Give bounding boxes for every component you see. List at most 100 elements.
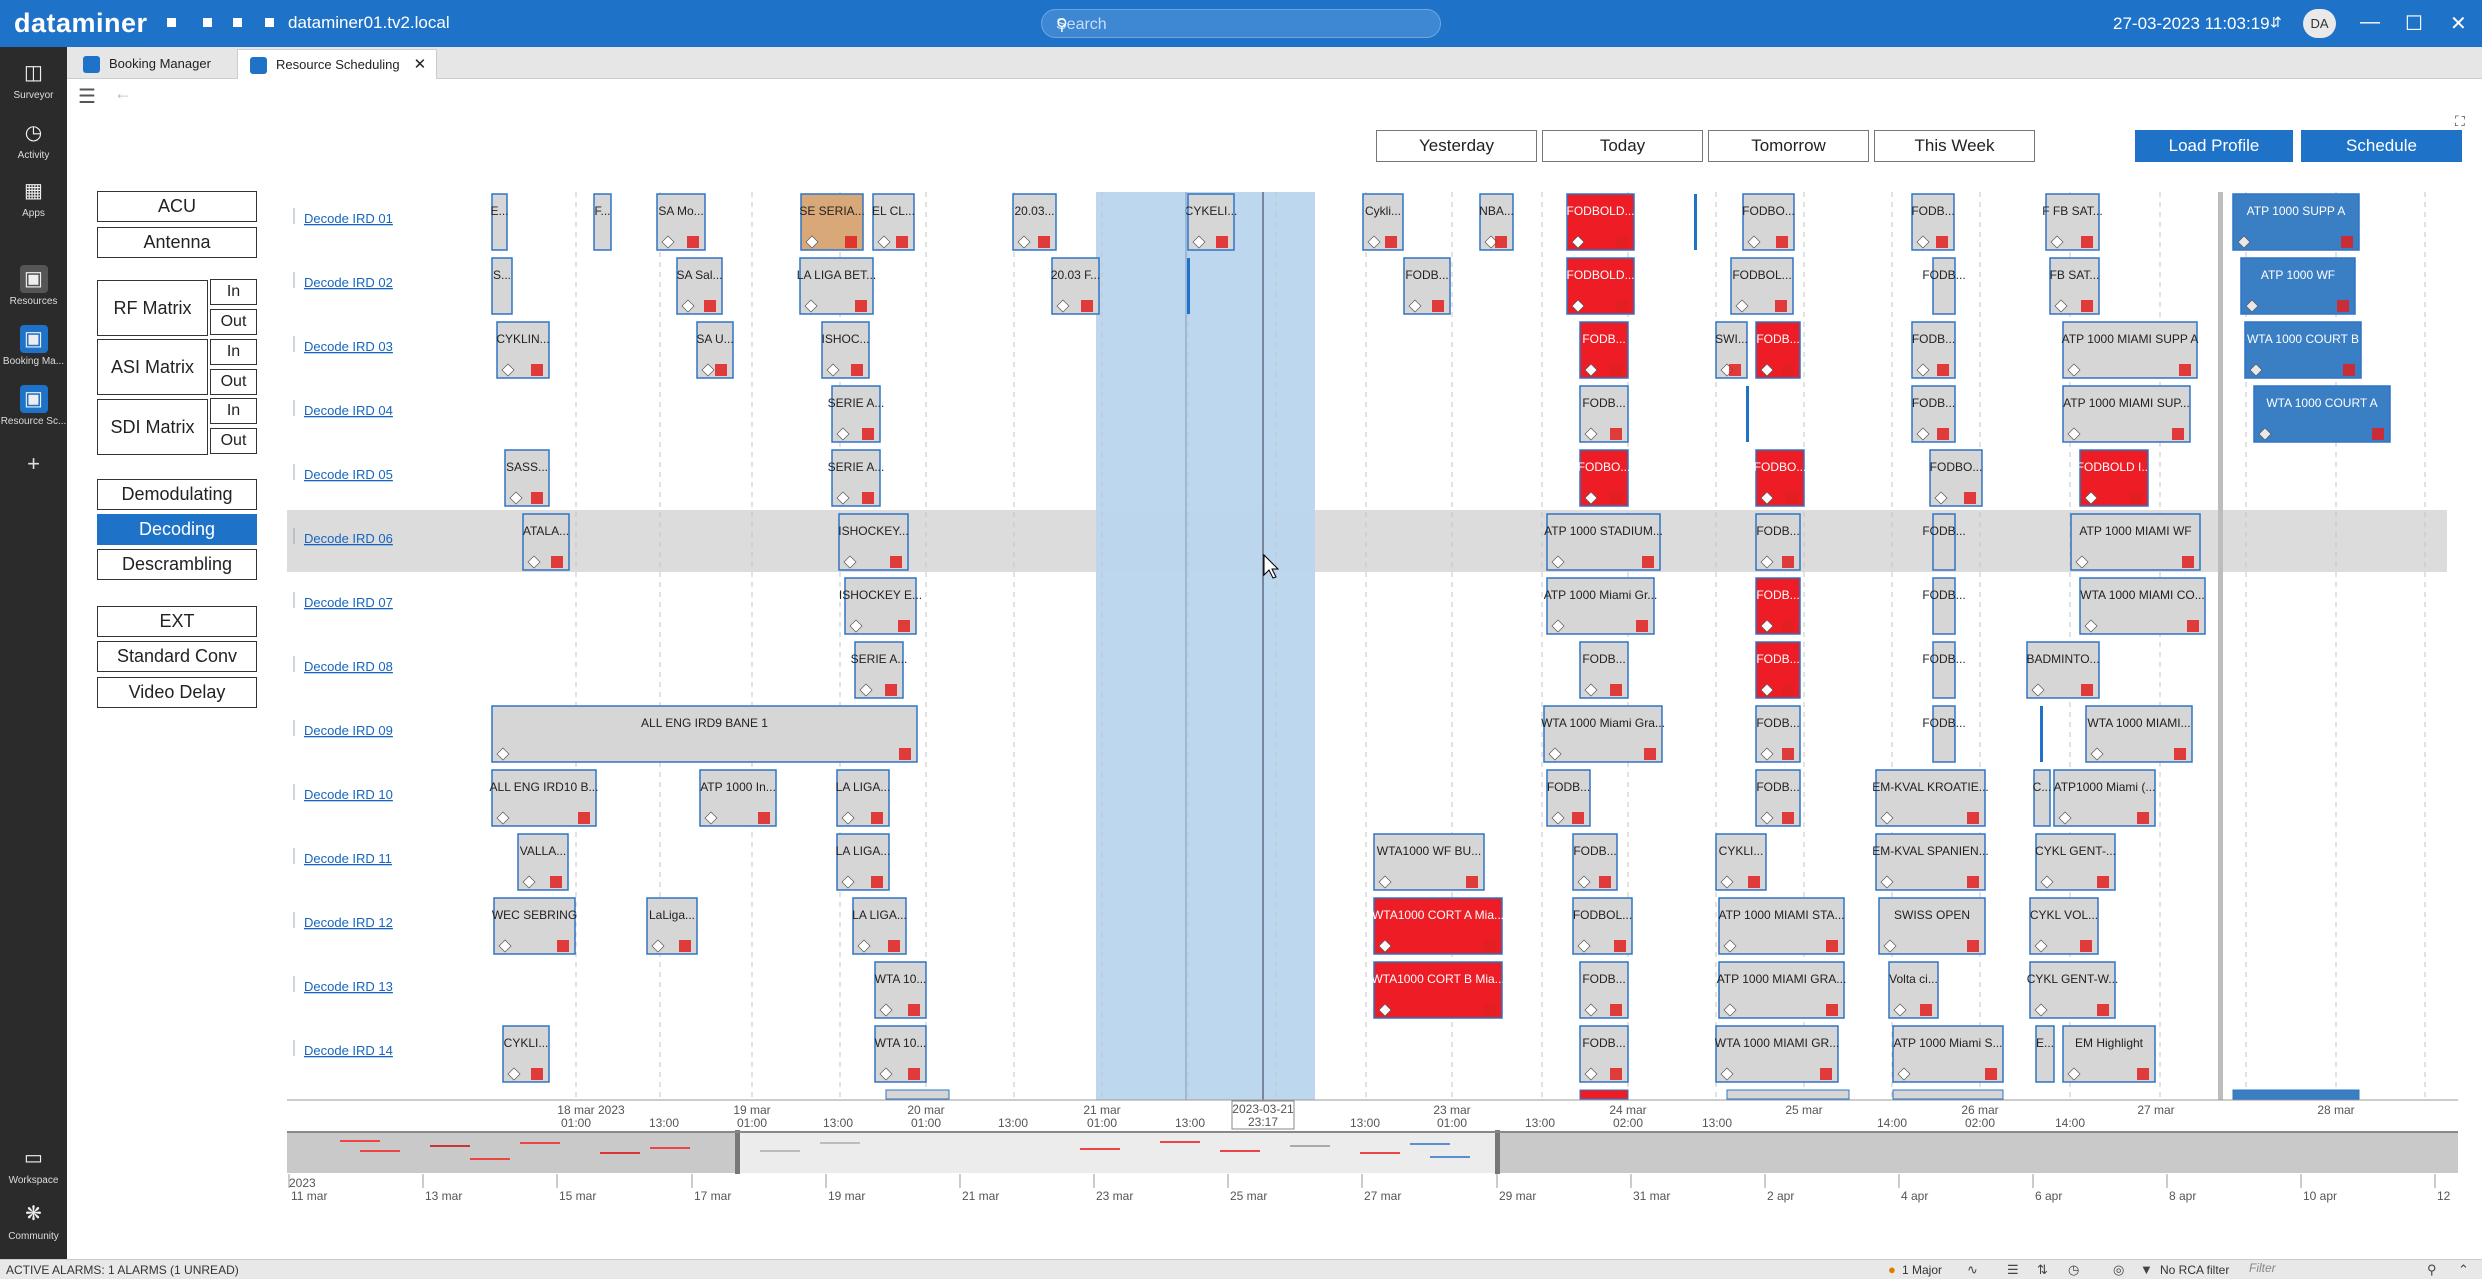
- filter-decoding-button[interactable]: Decoding: [97, 514, 257, 545]
- booking-block[interactable]: ATP 1000 MIAMI SUP...: [2062, 385, 2191, 443]
- filter-sdi-matrix-button[interactable]: SDI Matrix: [97, 399, 208, 455]
- booking-block[interactable]: FODB...: [1922, 641, 1966, 699]
- booking-rect[interactable]: [491, 257, 513, 315]
- booking-block[interactable]: LA LIGA...: [836, 769, 891, 827]
- booking-block[interactable]: ALL ENG IRD10 B...: [490, 769, 599, 827]
- active-alarms-text[interactable]: ACTIVE ALARMS: 1 ALARMS (1 UNREAD): [6, 1263, 239, 1277]
- booking-block[interactable]: FODBO...: [1742, 193, 1795, 251]
- booking-block[interactable]: FODB...: [1755, 641, 1801, 699]
- booking-block[interactable]: ISHOC...: [821, 321, 870, 379]
- asi-matrix-out-button[interactable]: Out: [210, 369, 257, 395]
- close-tab-icon[interactable]: ✕: [413, 56, 427, 73]
- filter-acu-button[interactable]: ACU: [97, 191, 257, 222]
- booking-rect[interactable]: [2232, 193, 2360, 251]
- yesterday-button[interactable]: Yesterday: [1376, 130, 1537, 162]
- booking-rect[interactable]: [593, 193, 612, 251]
- booking-block[interactable]: SWISS OPEN: [1878, 897, 1986, 955]
- booking-rect[interactable]: [1715, 1025, 1839, 1083]
- booking-block[interactable]: ATP 1000 MIAMI STA...: [1718, 897, 1845, 955]
- booking-rect[interactable]: [1373, 961, 1503, 1019]
- search-icon[interactable]: ⚲: [2427, 1262, 2437, 1277]
- booking-block[interactable]: ATP 1000 MIAMI SUPP A: [2062, 321, 2199, 379]
- booking-block[interactable]: WTA 10...: [874, 1025, 927, 1083]
- booking-block[interactable]: FODB...: [1755, 513, 1801, 571]
- booking-block[interactable]: FODBOLD...: [1566, 193, 1635, 251]
- booking-block[interactable]: C...: [2033, 769, 2052, 827]
- booking-block[interactable]: WTA1000 CORT B Mia...: [1371, 961, 1505, 1019]
- booking-block[interactable]: F...: [593, 193, 612, 251]
- booking-block[interactable]: Cykli...: [1362, 193, 1404, 251]
- row-label-8[interactable]: Decode IRD 08: [304, 659, 393, 674]
- booking-rect[interactable]: [1875, 769, 1986, 827]
- search-icon[interactable]: ⚲: [1056, 17, 1068, 34]
- rca-filter-text[interactable]: No RCA filter: [2160, 1263, 2230, 1277]
- booking-block[interactable]: SWI...: [1715, 321, 1748, 379]
- booking-block[interactable]: EL CL...: [872, 193, 915, 251]
- minimize-icon[interactable]: —: [2360, 11, 2380, 33]
- filter-ext-button[interactable]: EXT: [97, 606, 257, 637]
- booking-block[interactable]: WTA 1000 COURT A: [2253, 385, 2391, 443]
- booking-block[interactable]: FODB...: [1579, 641, 1629, 699]
- booking-block[interactable]: EM-KVAL KROATIE...: [1872, 769, 1989, 827]
- rf-matrix-out-button[interactable]: Out: [210, 309, 257, 335]
- booking-rect[interactable]: [1932, 257, 1956, 315]
- booking-block-partial[interactable]: [2232, 1089, 2360, 1100]
- booking-rect[interactable]: [491, 705, 918, 763]
- booking-block[interactable]: FODB...: [1755, 577, 1801, 635]
- booking-block[interactable]: FODB...: [1922, 257, 1966, 315]
- filter-asi-matrix-button[interactable]: ASI Matrix: [97, 339, 208, 395]
- row-label-12[interactable]: Decode IRD 12: [304, 915, 393, 930]
- search-input[interactable]: Search ⚲: [1041, 9, 1441, 38]
- add-icon[interactable]: +: [27, 451, 40, 476]
- close-icon[interactable]: ✕: [2450, 13, 2467, 35]
- booking-block[interactable]: SERIE A...: [851, 641, 908, 699]
- booking-rect[interactable]: [1373, 833, 1485, 891]
- row-label-7[interactable]: Decode IRD 07: [304, 595, 393, 610]
- fullscreen-icon[interactable]: ⛶: [2455, 113, 2465, 129]
- sort-icon[interactable]: ⇵: [2270, 14, 2282, 30]
- row-label-14[interactable]: Decode IRD 14: [304, 1043, 393, 1058]
- asi-matrix-in-button[interactable]: In: [210, 339, 257, 365]
- chevron-up-icon[interactable]: ⌃: [2458, 1262, 2469, 1277]
- booking-marker[interactable]: [1694, 194, 1697, 250]
- booking-block[interactable]: [1746, 386, 1749, 442]
- avatar[interactable]: DA: [2303, 9, 2336, 38]
- booking-rect[interactable]: [491, 193, 508, 251]
- booking-block[interactable]: FODBO...: [1929, 449, 1983, 507]
- booking-block[interactable]: Volta ci...: [1888, 961, 1939, 1019]
- booking-block[interactable]: SASS...: [504, 449, 550, 507]
- booking-block[interactable]: ATP 1000 STADIUM...: [1544, 513, 1663, 571]
- booking-block[interactable]: FODBO...: [1578, 449, 1631, 507]
- trend-icon[interactable]: ∿: [1967, 1262, 1978, 1277]
- tab-booking-manager[interactable]: Booking Manager: [71, 49, 221, 79]
- rf-matrix-in-button[interactable]: In: [210, 279, 257, 305]
- row-label-6[interactable]: Decode IRD 06: [304, 531, 393, 546]
- booking-block[interactable]: ATP 1000 Miami Gr...: [1544, 577, 1658, 635]
- booking-block[interactable]: ATP1000 Miami (...: [2053, 769, 2156, 827]
- filter-input[interactable]: Filter: [2249, 1261, 2276, 1275]
- sidebar-item-activity[interactable]: ◷ Activity: [0, 119, 67, 161]
- booking-block[interactable]: CYKLI...: [1715, 833, 1767, 891]
- booking-block[interactable]: F FB SAT...: [2042, 193, 2103, 251]
- booking-rect[interactable]: [2253, 385, 2391, 443]
- booking-rect[interactable]: [2062, 321, 2198, 379]
- filter-descrambling-button[interactable]: Descrambling: [97, 549, 257, 580]
- booking-block[interactable]: ATP 1000 MIAMI WF: [2070, 513, 2201, 571]
- booking-rect[interactable]: [1373, 897, 1503, 955]
- row-label-9[interactable]: Decode IRD 09: [304, 723, 393, 738]
- booking-block[interactable]: FODBOL...: [1572, 897, 1633, 955]
- booking-rect[interactable]: [1875, 833, 1986, 891]
- booking-rect[interactable]: [2062, 385, 2191, 443]
- booking-block[interactable]: CYKL GENT-W...: [2027, 961, 2119, 1019]
- booking-block[interactable]: SERIE A...: [828, 449, 885, 507]
- booking-block[interactable]: WTA1000 CORT A Mia...: [1372, 897, 1504, 955]
- booking-block[interactable]: ATALA...: [522, 513, 570, 571]
- booking-block[interactable]: FODBOLD...: [1566, 257, 1635, 315]
- booking-block-partial[interactable]: [885, 1089, 950, 1100]
- row-label-13[interactable]: Decode IRD 13: [304, 979, 393, 994]
- booking-block[interactable]: FODB...: [1579, 1025, 1629, 1083]
- booking-block[interactable]: SA Sal...: [676, 257, 723, 315]
- sidebar-item-resources[interactable]: ▣ Resources: [0, 265, 67, 307]
- booking-block[interactable]: WTA 1000 COURT B: [2244, 321, 2362, 379]
- sidebar-item-resource-scheduling[interactable]: ▣ Resource Sc...: [0, 385, 67, 427]
